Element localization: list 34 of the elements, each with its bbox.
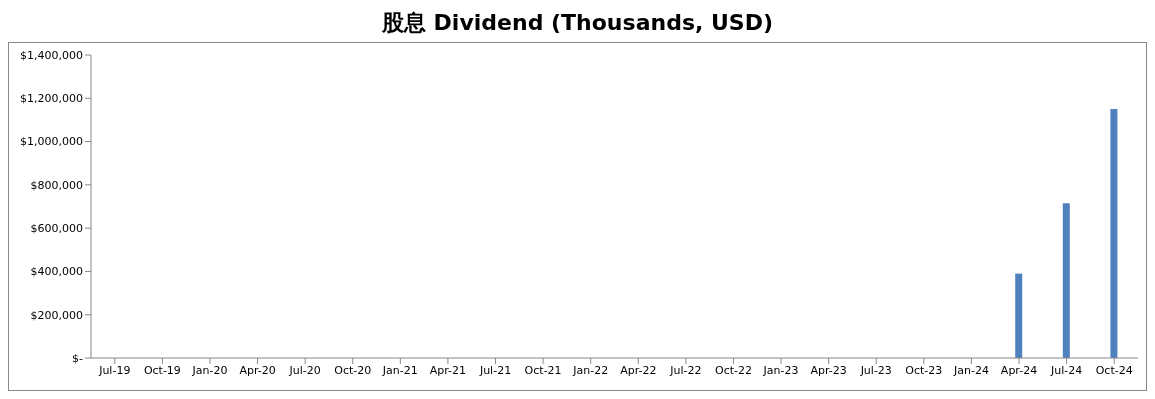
- x-tick-label: Apr-22: [620, 363, 657, 377]
- x-tick-label: Apr-21: [429, 363, 467, 377]
- x-tick-label: Oct-21: [524, 363, 562, 377]
- x-tick-label: Oct-19: [143, 363, 181, 377]
- x-tick-label: Jan-24: [952, 363, 989, 377]
- bar: [1110, 109, 1118, 358]
- y-tick-label: $1,000,000: [20, 135, 83, 149]
- x-tick-label: Jan-23: [762, 363, 799, 377]
- x-tick-label: Jul-19: [98, 363, 131, 377]
- x-tick-label: Jan-21: [381, 363, 418, 377]
- x-tick-label: Oct-24: [1095, 363, 1133, 377]
- bar: [1015, 273, 1023, 358]
- x-tick-label: Apr-24: [1000, 363, 1038, 377]
- x-tick-label: Jan-22: [572, 363, 609, 377]
- y-tick-label: $1,400,000: [20, 48, 83, 62]
- x-tick-label: Jul-24: [1049, 363, 1083, 377]
- x-tick-label: Oct-20: [334, 363, 372, 377]
- y-tick-label: $800,000: [30, 178, 83, 192]
- y-tick-label: $400,000: [30, 265, 83, 279]
- y-tick-label: $200,000: [30, 308, 83, 322]
- x-tick-label: Jul-21: [478, 363, 512, 377]
- x-tick-label: Jul-22: [669, 363, 702, 377]
- x-tick-label: Apr-20: [239, 363, 276, 377]
- bar: [1062, 203, 1070, 358]
- x-tick-label: Oct-23: [905, 363, 943, 377]
- x-tick-label: Jul-20: [288, 363, 321, 377]
- y-tick-label: $600,000: [30, 222, 83, 236]
- y-tick-label: $-: [72, 351, 84, 365]
- x-tick-label: Jul-23: [859, 363, 892, 377]
- x-tick-label: Apr-23: [810, 363, 847, 377]
- y-tick-label: $1,200,000: [20, 92, 83, 106]
- x-tick-label: Oct-22: [714, 363, 752, 377]
- x-tick-label: Jan-20: [191, 363, 228, 377]
- chart-title: 股息 Dividend (Thousands, USD): [380, 9, 775, 37]
